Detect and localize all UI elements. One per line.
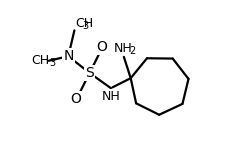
Text: NH: NH (114, 42, 132, 55)
Text: CH: CH (75, 17, 93, 30)
Text: NH: NH (102, 90, 120, 104)
Text: 3: 3 (49, 58, 55, 68)
Text: 3: 3 (83, 21, 89, 31)
Text: O: O (71, 92, 81, 106)
Text: O: O (96, 40, 107, 54)
Text: S: S (85, 66, 94, 80)
Text: 2: 2 (129, 46, 135, 56)
Text: N: N (63, 49, 73, 63)
Text: CH: CH (31, 54, 49, 67)
